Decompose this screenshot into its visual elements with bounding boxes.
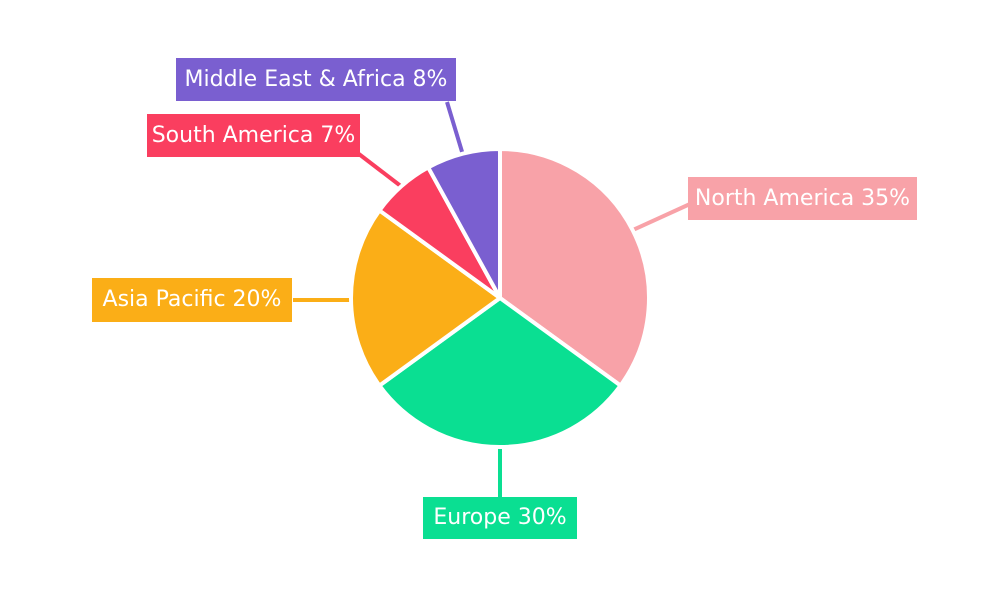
leader-line-middle-east-africa xyxy=(445,101,465,156)
leader-line-south-america xyxy=(353,149,404,189)
leader-line-north-america xyxy=(632,202,691,232)
callout-asia-pacific: Asia Pacific 20% xyxy=(92,278,292,322)
callout-south-america: South America 7% xyxy=(147,114,360,157)
pie-slice-europe[interactable] xyxy=(377,296,623,449)
callout-north-america: North America 35% xyxy=(688,177,917,220)
callout-europe: Europe 30% xyxy=(423,497,577,539)
callout-middle-east-africa: Middle East & Africa 8% xyxy=(176,58,456,101)
pie-slice-middle-east-africa[interactable] xyxy=(426,147,502,300)
pie-slice-asia-pacific[interactable] xyxy=(349,208,502,388)
pie-slice-north-america[interactable] xyxy=(498,147,651,388)
